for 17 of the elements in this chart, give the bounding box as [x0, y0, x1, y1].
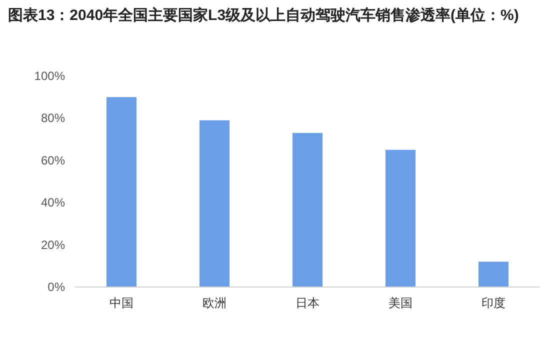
x-tick-label: 印度: [482, 296, 506, 310]
y-tick-label: 80%: [40, 111, 66, 126]
y-tick-label: 40%: [40, 196, 66, 210]
x-tick-label: 中国: [110, 296, 134, 310]
bar: [106, 97, 136, 287]
bar: [200, 120, 230, 287]
bar: [292, 132, 322, 287]
y-tick-label: 20%: [40, 238, 66, 252]
bar: [478, 262, 508, 287]
x-tick-label: 日本: [296, 296, 320, 310]
x-tick-label: 欧洲: [202, 296, 226, 310]
y-tick-label: 0%: [48, 280, 66, 294]
chart-title: 图表13：2040年全国主要国家L3级及以上自动驾驶汽车销售渗透率(单位：%): [8, 6, 519, 24]
bar: [386, 150, 416, 287]
x-tick-label: 美国: [388, 296, 412, 310]
y-tick-label: 60%: [40, 153, 66, 168]
y-tick-label: 100%: [34, 69, 66, 83]
